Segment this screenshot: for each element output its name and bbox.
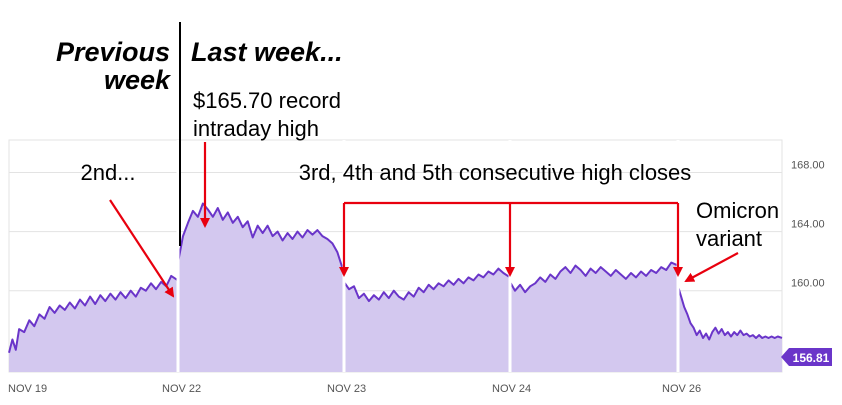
x-tick-label-0: NOV 19 <box>8 383 47 395</box>
consecutive-highs-annotation: 3rd, 4th and 5th consecutive high closes <box>299 160 692 185</box>
second-high-annotation: 2nd... <box>80 160 135 185</box>
annotations: $165.70 record intraday high 2nd... 3rd,… <box>80 88 779 298</box>
last-price-label: 156.81 <box>793 351 830 365</box>
x-tick-label-3: NOV 24 <box>492 383 531 395</box>
session-gap-0 <box>176 140 180 372</box>
price-areas <box>9 203 782 372</box>
x-tick-label-2: NOV 23 <box>327 383 366 395</box>
record-high-annotation-line2: intraday high <box>193 116 319 141</box>
area-session-4 <box>678 286 782 372</box>
area-session-3 <box>510 262 678 372</box>
last-price-badge: 156.81 <box>781 348 832 366</box>
line-session-2 <box>343 267 511 303</box>
area-session-1 <box>178 203 344 372</box>
y-tick-label-2: 168.00 <box>791 160 825 172</box>
last-price-badge-shape <box>781 348 832 366</box>
previous-week-heading-line2: week <box>104 65 172 95</box>
omicron-annotation-line1: Omicron <box>696 198 779 223</box>
second-high-arrow <box>109 199 175 298</box>
omicron-annotation-line2: variant <box>696 226 762 251</box>
previous-week-heading-line1: Previous <box>56 37 170 67</box>
line-session-3 <box>509 261 679 294</box>
price-lines <box>8 202 783 354</box>
omicron-arrow <box>684 252 739 282</box>
area-session-2 <box>344 268 510 372</box>
x-tick-label-4: NOV 26 <box>662 383 701 395</box>
last-week-heading: Last week... <box>191 37 343 67</box>
y-tick-label-0: 160.00 <box>791 278 825 290</box>
line-session-0 <box>8 274 179 354</box>
x-axis-ticks: NOV 19 NOV 22 NOV 23 NOV 24 NOV 26 <box>8 383 701 395</box>
line-session-4 <box>677 286 783 341</box>
x-tick-label-1: NOV 22 <box>162 383 201 395</box>
week-headings: Previous week Last week... <box>56 22 343 246</box>
area-session-0 <box>9 275 178 372</box>
y-axis-ticks: 160.00 164.00 168.00 <box>791 160 825 290</box>
record-high-annotation-line1: $165.70 record <box>193 88 341 113</box>
y-tick-label-1: 164.00 <box>791 219 825 231</box>
